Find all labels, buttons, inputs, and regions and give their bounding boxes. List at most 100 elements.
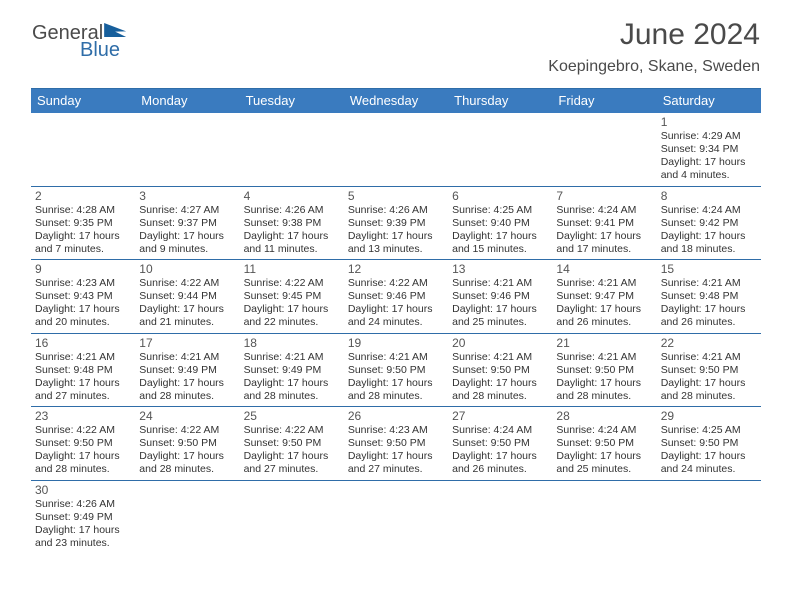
sunrise-text: Sunrise: 4:22 AM (139, 277, 235, 290)
daylight-text: Daylight: 17 hours (661, 230, 757, 243)
daylight-text: Daylight: 17 hours (139, 377, 235, 390)
calendar-cell: 27Sunrise: 4:24 AMSunset: 9:50 PMDayligh… (448, 407, 552, 480)
daylight-text: and 28 minutes. (244, 390, 340, 403)
calendar-cell: 7Sunrise: 4:24 AMSunset: 9:41 PMDaylight… (552, 187, 656, 260)
day-number: 23 (35, 409, 131, 423)
daylight-text: Daylight: 17 hours (452, 230, 548, 243)
daylight-text: Daylight: 17 hours (661, 450, 757, 463)
sunrise-text: Sunrise: 4:23 AM (348, 424, 444, 437)
calendar-cell: 12Sunrise: 4:22 AMSunset: 9:46 PMDayligh… (344, 260, 448, 333)
weekday-header: Wednesday (344, 89, 448, 113)
daylight-text: Daylight: 17 hours (139, 303, 235, 316)
day-info: Sunrise: 4:22 AMSunset: 9:45 PMDaylight:… (244, 277, 340, 330)
location-subtitle: Koepingebro, Skane, Sweden (32, 58, 760, 76)
day-number: 25 (244, 409, 340, 423)
daylight-text: Daylight: 17 hours (244, 230, 340, 243)
daylight-text: Daylight: 17 hours (35, 303, 131, 316)
daylight-text: Daylight: 17 hours (556, 303, 652, 316)
day-number: 27 (452, 409, 548, 423)
day-info: Sunrise: 4:28 AMSunset: 9:35 PMDaylight:… (35, 204, 131, 257)
sunset-text: Sunset: 9:42 PM (661, 217, 757, 230)
day-number: 8 (661, 189, 757, 203)
daylight-text: Daylight: 17 hours (452, 303, 548, 316)
calendar-cell: 6Sunrise: 4:25 AMSunset: 9:40 PMDaylight… (448, 187, 552, 260)
sunset-text: Sunset: 9:39 PM (348, 217, 444, 230)
weekday-header: Monday (135, 89, 239, 113)
sunset-text: Sunset: 9:48 PM (35, 364, 131, 377)
daylight-text: and 18 minutes. (661, 243, 757, 256)
sunset-text: Sunset: 9:45 PM (244, 290, 340, 303)
sunrise-text: Sunrise: 4:21 AM (244, 351, 340, 364)
calendar-cell (135, 113, 239, 186)
calendar-cell: 19Sunrise: 4:21 AMSunset: 9:50 PMDayligh… (344, 334, 448, 407)
sunrise-text: Sunrise: 4:26 AM (348, 204, 444, 217)
calendar-cell: 9Sunrise: 4:23 AMSunset: 9:43 PMDaylight… (31, 260, 135, 333)
calendar-cell: 24Sunrise: 4:22 AMSunset: 9:50 PMDayligh… (135, 407, 239, 480)
sunset-text: Sunset: 9:38 PM (244, 217, 340, 230)
daylight-text: Daylight: 17 hours (661, 303, 757, 316)
day-info: Sunrise: 4:21 AMSunset: 9:48 PMDaylight:… (35, 351, 131, 404)
calendar-cell: 11Sunrise: 4:22 AMSunset: 9:45 PMDayligh… (240, 260, 344, 333)
sunrise-text: Sunrise: 4:27 AM (139, 204, 235, 217)
calendar-week: 1Sunrise: 4:29 AMSunset: 9:34 PMDaylight… (31, 113, 761, 187)
daylight-text: Daylight: 17 hours (139, 230, 235, 243)
calendar-cell: 14Sunrise: 4:21 AMSunset: 9:47 PMDayligh… (552, 260, 656, 333)
day-info: Sunrise: 4:22 AMSunset: 9:50 PMDaylight:… (244, 424, 340, 477)
daylight-text: Daylight: 17 hours (139, 450, 235, 463)
day-info: Sunrise: 4:23 AMSunset: 9:43 PMDaylight:… (35, 277, 131, 330)
sunset-text: Sunset: 9:46 PM (452, 290, 548, 303)
calendar-cell: 26Sunrise: 4:23 AMSunset: 9:50 PMDayligh… (344, 407, 448, 480)
sunrise-text: Sunrise: 4:21 AM (661, 351, 757, 364)
sunset-text: Sunset: 9:44 PM (139, 290, 235, 303)
daylight-text: and 28 minutes. (35, 463, 131, 476)
calendar-cell (448, 481, 552, 554)
sunrise-text: Sunrise: 4:21 AM (661, 277, 757, 290)
day-info: Sunrise: 4:24 AMSunset: 9:42 PMDaylight:… (661, 204, 757, 257)
day-number: 20 (452, 336, 548, 350)
daylight-text: Daylight: 17 hours (452, 450, 548, 463)
daylight-text: Daylight: 17 hours (35, 377, 131, 390)
flag-icon (104, 23, 126, 37)
sunset-text: Sunset: 9:49 PM (244, 364, 340, 377)
weekday-header: Sunday (31, 89, 135, 113)
day-number: 19 (348, 336, 444, 350)
sunrise-text: Sunrise: 4:22 AM (139, 424, 235, 437)
day-info: Sunrise: 4:24 AMSunset: 9:50 PMDaylight:… (556, 424, 652, 477)
daylight-text: and 28 minutes. (661, 390, 757, 403)
sunset-text: Sunset: 9:49 PM (139, 364, 235, 377)
weekday-header: Thursday (448, 89, 552, 113)
daylight-text: and 23 minutes. (35, 537, 131, 550)
sunrise-text: Sunrise: 4:24 AM (661, 204, 757, 217)
sunrise-text: Sunrise: 4:22 AM (244, 424, 340, 437)
day-info: Sunrise: 4:21 AMSunset: 9:50 PMDaylight:… (348, 351, 444, 404)
sunrise-text: Sunrise: 4:24 AM (556, 424, 652, 437)
day-number: 17 (139, 336, 235, 350)
day-info: Sunrise: 4:25 AMSunset: 9:50 PMDaylight:… (661, 424, 757, 477)
sunrise-text: Sunrise: 4:25 AM (661, 424, 757, 437)
calendar-week: 23Sunrise: 4:22 AMSunset: 9:50 PMDayligh… (31, 407, 761, 481)
calendar-cell: 16Sunrise: 4:21 AMSunset: 9:48 PMDayligh… (31, 334, 135, 407)
day-number: 22 (661, 336, 757, 350)
day-number: 15 (661, 262, 757, 276)
calendar-cell (448, 113, 552, 186)
calendar-cell: 18Sunrise: 4:21 AMSunset: 9:49 PMDayligh… (240, 334, 344, 407)
calendar-cell: 13Sunrise: 4:21 AMSunset: 9:46 PMDayligh… (448, 260, 552, 333)
day-info: Sunrise: 4:21 AMSunset: 9:48 PMDaylight:… (661, 277, 757, 330)
logo: General Blue (32, 22, 126, 68)
day-info: Sunrise: 4:21 AMSunset: 9:46 PMDaylight:… (452, 277, 548, 330)
calendar-cell (240, 481, 344, 554)
sunrise-text: Sunrise: 4:21 AM (35, 351, 131, 364)
day-info: Sunrise: 4:24 AMSunset: 9:50 PMDaylight:… (452, 424, 548, 477)
sunset-text: Sunset: 9:49 PM (35, 511, 131, 524)
daylight-text: and 27 minutes. (35, 390, 131, 403)
calendar-cell (135, 481, 239, 554)
daylight-text: and 27 minutes. (348, 463, 444, 476)
daylight-text: and 28 minutes. (139, 463, 235, 476)
sunset-text: Sunset: 9:50 PM (556, 437, 652, 450)
sunrise-text: Sunrise: 4:24 AM (452, 424, 548, 437)
daylight-text: and 7 minutes. (35, 243, 131, 256)
day-info: Sunrise: 4:29 AMSunset: 9:34 PMDaylight:… (661, 130, 757, 183)
calendar-cell (344, 113, 448, 186)
day-number: 14 (556, 262, 652, 276)
daylight-text: Daylight: 17 hours (661, 156, 757, 169)
